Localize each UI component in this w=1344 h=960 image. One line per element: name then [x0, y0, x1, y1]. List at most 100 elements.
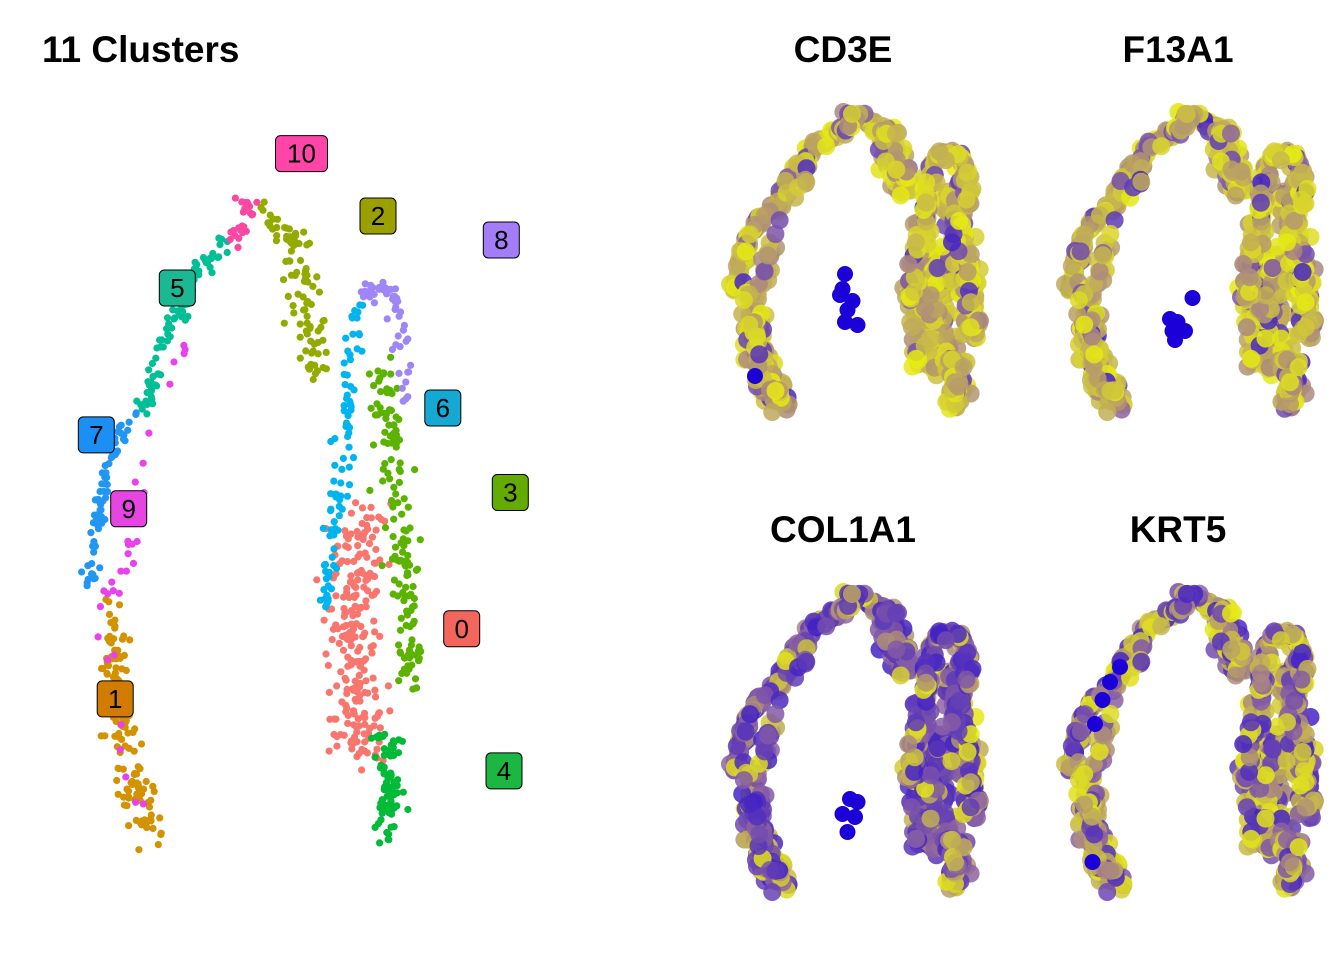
cluster-3-point	[389, 533, 397, 541]
cluster-label-10: 10	[275, 135, 328, 173]
cluster-3-point	[396, 648, 404, 656]
cluster-1-point	[103, 669, 111, 678]
cluster-0-point	[342, 676, 350, 684]
cluster-0-point	[381, 517, 389, 525]
title-clusters: 11 Clusters	[42, 29, 239, 70]
cluster-2-point	[272, 237, 280, 245]
cluster-0-point	[333, 682, 341, 690]
cluster-0-point	[372, 526, 380, 534]
cluster-0-point	[361, 629, 369, 637]
cluster-3-point	[376, 404, 384, 412]
cluster-3-point	[411, 466, 419, 474]
cluster-8-point	[394, 332, 402, 340]
cluster-6-point	[344, 412, 352, 420]
cluster-9-point	[110, 651, 118, 659]
cluster-label-text: 10	[287, 139, 316, 169]
cluster-4-point	[383, 805, 391, 814]
cluster-8-point	[370, 299, 378, 307]
cluster-6-point	[346, 397, 354, 406]
cluster-6-point	[347, 383, 355, 391]
cluster-6-point	[331, 461, 339, 469]
cluster-7-point	[91, 496, 99, 504]
cluster-9-point	[122, 773, 130, 781]
cluster-5-point	[154, 370, 162, 378]
cluster-label-box	[158, 269, 196, 307]
cluster-4-point	[380, 770, 388, 778]
cluster-8-point	[402, 395, 410, 403]
cluster-0-point	[347, 739, 355, 747]
cluster-1-point	[126, 636, 134, 644]
feature-high-point	[837, 314, 853, 330]
cluster-2-point	[311, 361, 319, 369]
cluster-1-point	[134, 780, 142, 788]
feature-high-point	[837, 266, 853, 282]
cluster-7-point	[90, 575, 98, 583]
feature-point	[1098, 883, 1117, 901]
cluster-4-point	[380, 745, 388, 753]
feature-point	[906, 233, 925, 252]
feature-point	[1090, 262, 1109, 281]
cluster-1-point	[115, 601, 124, 609]
cluster-3-point	[388, 431, 397, 439]
cluster-4-point	[378, 796, 386, 804]
feature-point	[902, 798, 921, 817]
cluster-9-point	[139, 459, 147, 467]
cluster-0-point	[320, 616, 328, 624]
cluster-6-point	[345, 443, 353, 451]
cluster-9-point	[109, 587, 117, 595]
cluster-7-point	[78, 568, 86, 576]
cluster-9-point	[139, 800, 147, 808]
cluster-4-point	[371, 823, 379, 832]
cluster-label-text: 2	[371, 201, 385, 231]
feature-point	[741, 705, 760, 724]
cluster-2-point	[307, 337, 315, 345]
feature-point	[770, 211, 789, 230]
cluster-label-box	[485, 752, 523, 790]
cluster-2-point	[308, 349, 316, 357]
cluster-3-point	[395, 641, 403, 649]
feature-point	[1256, 809, 1275, 828]
cluster-label-0: 0	[443, 610, 481, 648]
feature-point	[755, 262, 774, 281]
cluster-3-point	[413, 565, 422, 573]
feature-point	[1101, 225, 1120, 243]
feature-point	[842, 585, 861, 603]
cluster-0-point	[375, 709, 383, 717]
feature-point	[755, 742, 774, 761]
cluster-0-point	[340, 731, 348, 739]
cluster-0-point	[361, 720, 369, 729]
cluster-0-point	[354, 576, 362, 584]
cluster-6-point	[349, 454, 358, 462]
cluster-label-text: 3	[503, 478, 517, 508]
cluster-0-point	[340, 593, 348, 601]
cluster-9-point	[129, 559, 138, 568]
cluster-3-point	[388, 496, 396, 505]
feature-high-point	[1184, 290, 1201, 306]
cluster-4-point	[378, 809, 386, 817]
feature-point	[1293, 263, 1312, 281]
cluster-4-point	[377, 816, 385, 824]
cluster-0-point	[386, 707, 394, 715]
cluster-3-point	[393, 384, 401, 392]
cluster-2-point	[291, 271, 299, 279]
feature-point	[763, 403, 782, 421]
feature-point	[1222, 604, 1240, 623]
cluster-1-point	[131, 725, 139, 733]
cluster-8-point	[396, 343, 404, 351]
cluster-7-point	[83, 582, 91, 590]
cluster-6-point	[330, 518, 338, 526]
cluster-2-point	[296, 333, 304, 341]
cluster-0-point	[360, 583, 368, 591]
cluster-7-point	[88, 560, 96, 568]
feature-point	[905, 282, 924, 301]
cluster-5-point	[164, 330, 172, 338]
cluster-2-point	[317, 323, 325, 331]
feature-point	[1278, 713, 1296, 732]
cluster-6-point	[341, 381, 349, 389]
cluster-0-point	[325, 688, 333, 697]
feature-point	[797, 172, 816, 191]
cluster-1-point	[125, 822, 133, 830]
cluster-6-point	[330, 545, 338, 553]
cluster-2-point	[299, 293, 307, 301]
cluster-3-point	[414, 647, 422, 655]
